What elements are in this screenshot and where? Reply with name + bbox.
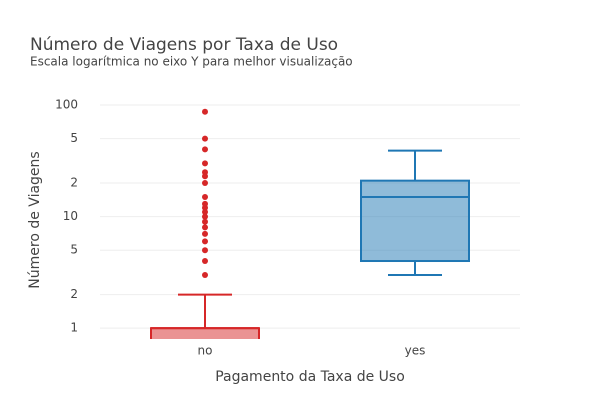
grid bbox=[100, 104, 520, 329]
outlier bbox=[202, 208, 208, 215]
y-tick-label: 100 bbox=[55, 98, 78, 112]
outlier bbox=[202, 193, 208, 200]
y-tick-label: 2 bbox=[70, 287, 78, 301]
y-tick-label: 5 bbox=[70, 243, 78, 257]
x-axis-title: Pagamento da Taxa de Uso bbox=[215, 369, 405, 385]
outlier bbox=[202, 247, 208, 254]
outlier bbox=[202, 224, 208, 231]
y-tick-label: 2 bbox=[70, 176, 78, 190]
outlier bbox=[202, 200, 208, 207]
outlier bbox=[202, 135, 208, 142]
outlier bbox=[202, 146, 208, 153]
y-tick-label: 1 bbox=[70, 321, 78, 335]
y-axis-title: Número de Viagens bbox=[27, 151, 43, 288]
outlier bbox=[202, 169, 208, 176]
outlier bbox=[202, 258, 208, 265]
outlier bbox=[202, 230, 208, 237]
outlier bbox=[202, 160, 208, 167]
outlier bbox=[202, 238, 208, 245]
outlier bbox=[202, 271, 208, 278]
y-tick-label: 5 bbox=[70, 131, 78, 145]
x-tick-label: no bbox=[198, 344, 213, 358]
outlier bbox=[202, 213, 208, 220]
plot-area bbox=[150, 108, 470, 339]
outlier bbox=[202, 218, 208, 225]
y-tick-label: 10 bbox=[63, 209, 78, 223]
chart-subtitle: Escala logarítmica no eixo Y para melhor… bbox=[30, 55, 353, 69]
box bbox=[360, 179, 470, 263]
outlier bbox=[202, 180, 208, 187]
x-tick-label: yes bbox=[405, 344, 426, 358]
chart-title: Número de Viagens por Taxa de Uso bbox=[30, 35, 338, 55]
outlier bbox=[202, 108, 208, 115]
